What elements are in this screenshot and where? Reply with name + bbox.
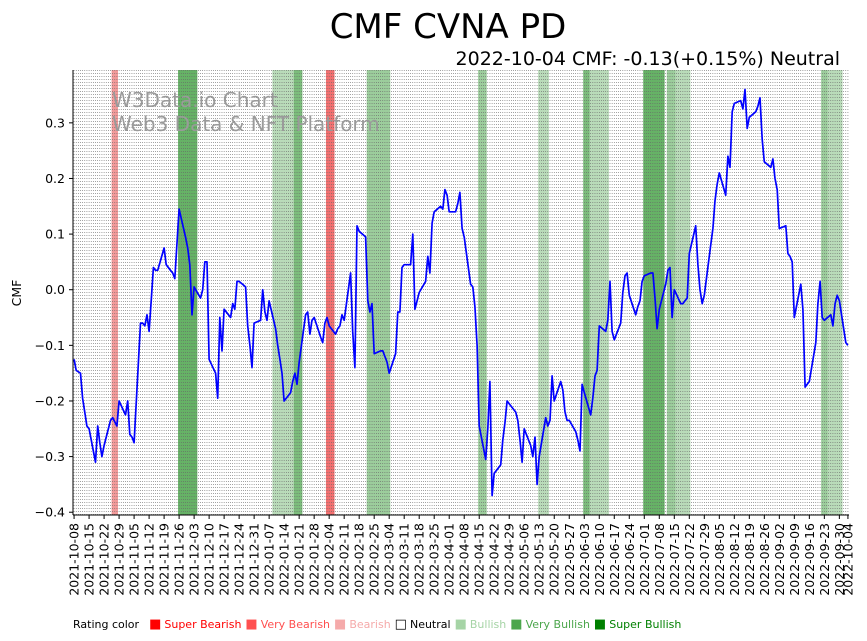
x-tick-label: 2022-08-05 xyxy=(712,523,727,596)
legend-text: Bearish xyxy=(349,618,391,631)
legend-text: Bullish xyxy=(469,618,507,631)
x-tick-label: 2021-12-17 xyxy=(217,523,232,596)
x-tick-label: 2021-10-29 xyxy=(112,523,127,596)
x-tick-label: 2021-10-08 xyxy=(67,523,82,596)
x-tick-label: 2022-07-29 xyxy=(697,523,712,596)
rating-band xyxy=(478,70,487,515)
watermark: W3Data.io Chart Web3 Data & NFT Platform xyxy=(112,88,380,136)
x-tick-label: 2022-06-17 xyxy=(607,523,622,596)
rating-band xyxy=(293,70,303,515)
legend-item: ■ Very Bullish xyxy=(510,617,590,632)
x-tick-label: 2022-03-04 xyxy=(382,523,397,596)
legend-text: Super Bearish xyxy=(164,618,242,631)
x-tick-label: 2022-04-01 xyxy=(442,523,457,596)
x-tick-label: 2022-03-18 xyxy=(412,523,427,596)
x-tick-label: 2022-04-22 xyxy=(487,523,502,596)
y-tick-label: −0.1 xyxy=(35,338,65,353)
x-tick-label: 2022-04-15 xyxy=(472,523,487,596)
y-tick-label: −0.3 xyxy=(35,449,65,464)
legend-text: Very Bearish xyxy=(260,618,331,631)
x-tick-label: 2022-10-04 xyxy=(840,523,855,596)
x-tick-label: 2022-01-14 xyxy=(277,523,292,596)
x-tick-label: 2021-10-22 xyxy=(97,523,112,596)
x-tick-label: 2022-06-10 xyxy=(592,523,607,596)
chart-subtitle: 2022-10-04 CMF: -0.13(+0.15%) Neutral xyxy=(456,48,840,70)
chart-title: CMF CVNA PD xyxy=(330,7,567,47)
x-tick-label: 2022-05-27 xyxy=(562,523,577,596)
x-tick-label: 2022-06-24 xyxy=(622,523,637,596)
legend-marker: ■ xyxy=(149,617,162,632)
legend-text: Super Bullish xyxy=(609,618,682,631)
x-tick-label: 2022-05-06 xyxy=(517,523,532,596)
rating-band xyxy=(583,70,592,515)
x-tick-label: 2022-07-08 xyxy=(652,523,667,596)
x-tick-label: 2021-11-05 xyxy=(127,523,142,596)
y-axis-label: CMF xyxy=(9,280,24,307)
legend-text: Very Bullish xyxy=(525,618,590,631)
rating-band xyxy=(821,70,830,515)
x-tick-label: 2022-08-26 xyxy=(757,523,772,596)
legend-item: ■ Bullish xyxy=(455,617,507,632)
y-tick-label: 0.0 xyxy=(45,282,65,297)
x-tick-label: 2022-02-11 xyxy=(337,523,352,596)
legend-item: ■ Very Bearish xyxy=(245,617,330,632)
x-tick-label: 2022-04-08 xyxy=(457,523,472,596)
x-tick-label: 2022-06-03 xyxy=(577,523,592,596)
x-tick-label: 2022-02-04 xyxy=(322,523,337,596)
legend-marker: □ xyxy=(394,617,407,632)
cmf-series xyxy=(73,88,849,497)
y-tick-label: −0.4 xyxy=(35,505,65,520)
watermark-line-1: W3Data.io Chart xyxy=(112,88,278,112)
legend-item: □ Neutral xyxy=(395,617,451,632)
legend-marker: ■ xyxy=(510,617,523,632)
y-tick-label: −0.2 xyxy=(35,393,65,408)
x-tick-label: 2022-09-02 xyxy=(772,523,787,596)
x-tick-label: 2022-09-16 xyxy=(802,523,817,596)
x-tick-label: 2022-05-20 xyxy=(547,523,562,596)
x-tick-label: 2022-07-22 xyxy=(682,523,697,596)
legend-item: ■ Super Bearish xyxy=(149,617,241,632)
y-tick-label: 0.2 xyxy=(45,171,65,186)
x-tick-label: 2022-01-21 xyxy=(292,523,307,596)
x-tick-label: 2022-04-29 xyxy=(502,523,517,596)
x-tick-label: 2022-07-15 xyxy=(667,523,682,596)
x-tick-label: 2022-03-11 xyxy=(397,523,412,596)
x-tick-label: 2022-01-28 xyxy=(307,523,322,596)
rating-band xyxy=(325,70,335,515)
x-tick-label: 2022-09-09 xyxy=(787,523,802,596)
legend-marker: ■ xyxy=(245,617,258,632)
legend-item: ■ Super Bullish xyxy=(594,617,681,632)
rating-legend: Rating color ■ Super Bearish ■ Very Bearish… xyxy=(73,617,685,632)
x-tick-label: 2022-08-12 xyxy=(727,523,742,596)
cmf-line xyxy=(73,88,849,497)
watermark-line-2: Web3 Data & NFT Platform xyxy=(112,112,380,136)
x-tick-label: 2021-11-26 xyxy=(172,523,187,596)
legend-label: Rating color xyxy=(73,618,140,631)
x-tick-label: 2022-01-07 xyxy=(262,523,277,596)
x-tick-label: 2022-09-30 xyxy=(832,523,847,596)
x-tick-label: 2022-09-23 xyxy=(817,523,832,596)
x-tick-label: 2022-08-19 xyxy=(742,523,757,596)
x-tick-label: 2022-02-18 xyxy=(352,523,367,596)
y-tick-label: 0.1 xyxy=(45,227,65,242)
legend-item: ■ Bearish xyxy=(334,617,391,632)
x-tick-label: 2021-12-24 xyxy=(232,523,247,596)
x-tick-label: 2022-03-25 xyxy=(427,523,442,596)
x-tick-label: 2022-05-13 xyxy=(532,523,547,596)
legend-text: Neutral xyxy=(409,618,451,631)
x-tick-label: 2021-12-10 xyxy=(202,523,217,596)
x-tick-label: 2021-12-31 xyxy=(247,523,262,596)
x-tick-label: 2021-12-03 xyxy=(187,523,202,596)
legend-marker: ■ xyxy=(334,617,347,632)
x-tick-label: 2021-11-19 xyxy=(157,523,172,596)
x-tick-label: 2021-11-12 xyxy=(142,523,157,596)
legend-marker: ■ xyxy=(593,617,607,632)
x-tick-label: 2022-07-01 xyxy=(637,523,652,596)
legend-marker: ■ xyxy=(454,617,467,632)
x-tick-label: 2022-02-25 xyxy=(367,523,382,596)
x-tick-label: 2021-10-15 xyxy=(82,523,97,596)
y-tick-label: 0.3 xyxy=(45,115,65,130)
